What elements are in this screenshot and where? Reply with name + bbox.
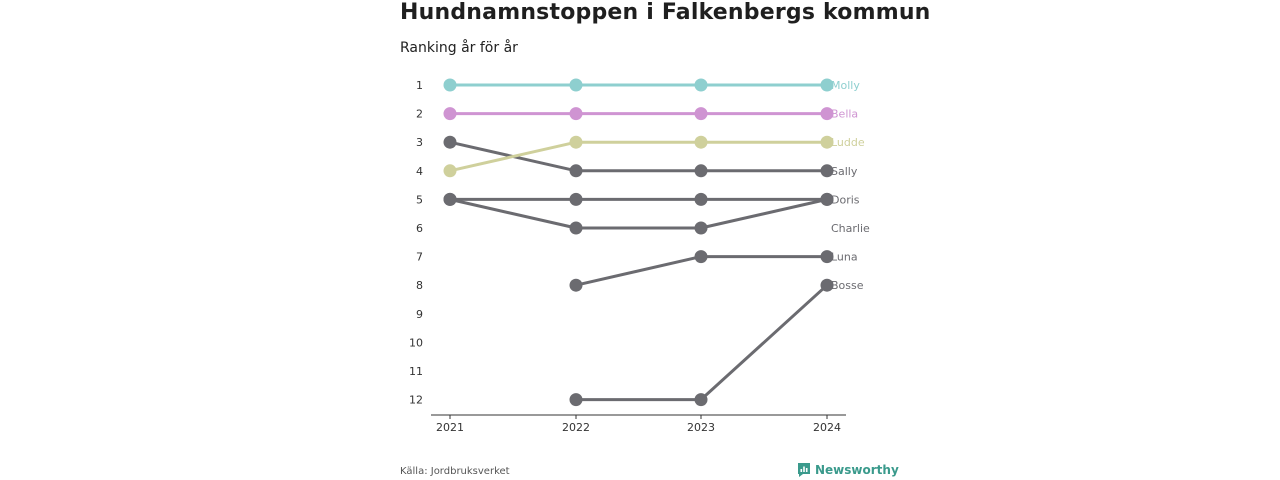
data-point-bosse — [569, 393, 583, 407]
end-label-bosse: Bosse — [831, 279, 864, 292]
data-point-doris — [694, 192, 708, 206]
y-tick-label: 12 — [409, 394, 423, 407]
x-tick-label: 2022 — [562, 421, 590, 434]
data-point-luna — [694, 250, 708, 264]
data-point-sally — [569, 164, 583, 178]
x-tick-label: 2023 — [687, 421, 715, 434]
data-point-ludde — [694, 135, 708, 149]
end-label-bella: Bella — [831, 108, 858, 121]
end-label-molly: Molly — [831, 79, 860, 92]
data-point-ludde — [443, 164, 457, 178]
y-tick-label: 11 — [409, 365, 423, 378]
data-point-luna — [569, 278, 583, 292]
y-tick-label: 10 — [409, 336, 423, 349]
data-point-bosse — [694, 393, 708, 407]
y-tick-label: 6 — [416, 222, 423, 235]
data-point-bosse — [820, 278, 834, 292]
y-tick-label: 2 — [416, 108, 423, 121]
y-tick-label: 3 — [416, 136, 423, 149]
y-tick-label: 7 — [416, 251, 423, 264]
data-point-charlie — [569, 221, 583, 235]
data-point-molly — [569, 78, 583, 92]
y-tick-label: 4 — [416, 165, 423, 178]
data-point-sally — [694, 164, 708, 178]
data-point-bella — [694, 107, 708, 121]
data-point-molly — [820, 78, 834, 92]
end-label-luna: Luna — [831, 251, 858, 264]
data-point-bella — [443, 107, 457, 121]
data-point-charlie — [820, 192, 834, 206]
end-label-sally: Sally — [831, 165, 858, 178]
brand: Newsworthy — [797, 462, 899, 478]
data-point-sally — [820, 164, 834, 178]
data-point-doris — [569, 192, 583, 206]
end-label-charlie: Charlie — [831, 222, 870, 235]
data-point-molly — [694, 78, 708, 92]
brand-name: Newsworthy — [815, 463, 899, 477]
series-line-charlie — [449, 197, 828, 230]
chart-subtitle: Ranking år för år — [400, 40, 518, 56]
x-tick-label: 2024 — [813, 421, 841, 434]
data-point-bella — [569, 107, 583, 121]
data-point-ludde — [820, 135, 834, 149]
series-line-ludde — [449, 140, 827, 173]
data-point-charlie — [443, 192, 457, 206]
newsworthy-logo-icon — [798, 463, 810, 477]
x-tick-label: 2021 — [436, 421, 464, 434]
data-point-charlie — [694, 221, 708, 235]
y-tick-label: 9 — [416, 308, 423, 321]
data-point-bella — [820, 107, 834, 121]
data-point-sally — [443, 135, 457, 149]
chart-title: Hundnamnstoppen i Falkenbergs kommun — [400, 0, 931, 25]
source-note: Källa: Jordbruksverket — [400, 466, 510, 477]
y-tick-label: 8 — [416, 279, 423, 292]
series-line-bosse — [576, 284, 829, 402]
y-tick-label: 5 — [416, 193, 423, 206]
end-label-doris: Doris — [831, 193, 860, 206]
data-point-luna — [820, 250, 834, 264]
data-point-molly — [443, 78, 457, 92]
end-label-ludde: Ludde — [831, 136, 865, 149]
y-tick-label: 1 — [416, 79, 423, 92]
data-point-ludde — [569, 135, 583, 149]
